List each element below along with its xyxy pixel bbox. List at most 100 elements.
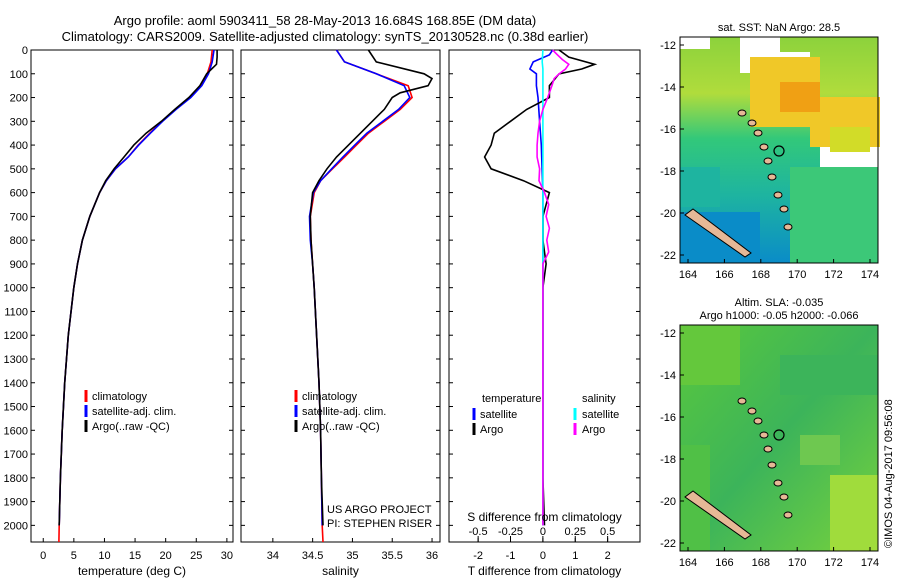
lon-tick-label: 166 xyxy=(715,557,733,569)
credit-text: ©IMOS 04-Aug-2017 09:56:08 xyxy=(883,399,895,548)
x-tick-label: 10 xyxy=(98,550,110,562)
legend-entry: climatology xyxy=(302,391,358,403)
map-title: Argo h1000: -0.05 h2000: -0.066 xyxy=(699,310,858,322)
legend-entry: satellite-adj. clim. xyxy=(302,406,386,418)
lon-tick-label: 166 xyxy=(715,269,733,281)
series-line xyxy=(528,49,554,526)
legend-entry: satellite-adj. clim. xyxy=(92,406,176,418)
map-patch xyxy=(780,355,878,395)
lon-tick-label: 172 xyxy=(824,557,842,569)
lon-tick-label: 174 xyxy=(861,557,879,569)
lon-tick-label: 164 xyxy=(679,269,697,281)
lat-tick-label: -18 xyxy=(660,454,676,466)
x-axis-label: salinity xyxy=(322,564,359,578)
y-tick-label: 0 xyxy=(22,45,28,57)
series-line xyxy=(309,49,434,526)
island-shape xyxy=(753,129,763,137)
island-shape xyxy=(737,397,747,405)
y-tick-label: 1900 xyxy=(4,497,28,509)
legend-header: salinity xyxy=(582,393,616,405)
figure-title-line1: Argo profile: aoml 5903411_58 28-May-201… xyxy=(113,13,537,28)
x-tick-label: -1 xyxy=(506,550,516,562)
map-patch xyxy=(830,475,878,551)
lon-tick-label: 170 xyxy=(788,269,806,281)
s-tick-label: 0.5 xyxy=(600,526,615,538)
x-axis-label: T difference from climatology xyxy=(468,564,622,578)
y-tick-label: 1100 xyxy=(4,306,28,318)
lat-tick-label: -22 xyxy=(660,538,676,550)
lon-tick-label: 168 xyxy=(752,557,770,569)
sst-map: sat. SST: NaN Argo: 28.5 -12 -14 -16 -18 -20 -… xyxy=(660,22,880,281)
s-tick-label: -0.5 xyxy=(469,526,488,538)
island-shape xyxy=(779,205,789,213)
island-shape xyxy=(773,479,783,487)
island-shape xyxy=(767,461,777,469)
y-tick-label: 100 xyxy=(10,69,28,81)
legend-entry: Argo xyxy=(480,424,503,436)
island-shape xyxy=(773,191,783,199)
x-tick-label: 34.5 xyxy=(302,550,323,562)
island-shape xyxy=(737,109,747,117)
y-tick-label: 800 xyxy=(10,235,28,247)
legend-entry: Argo(..raw -QC) xyxy=(92,421,170,433)
y-tick-label: 1400 xyxy=(4,378,28,390)
map-title: Altim. SLA: -0.035 xyxy=(735,297,824,309)
series-line xyxy=(308,49,411,526)
island-shape xyxy=(767,173,777,181)
island-shape xyxy=(759,431,769,439)
legend-entry: Argo(..raw -QC) xyxy=(302,421,380,433)
y-tick-label: 900 xyxy=(10,259,28,271)
lat-tick-label: -22 xyxy=(660,250,676,262)
lat-tick-label: -16 xyxy=(660,124,676,136)
profile-panel-1: 0100200300400500600700800900100011001200… xyxy=(4,45,234,578)
y-tick-label: 700 xyxy=(10,211,28,223)
map-patch xyxy=(680,325,740,385)
map-frame xyxy=(679,324,879,552)
x-tick-label: 0 xyxy=(540,550,546,562)
lat-tick-label: -14 xyxy=(660,370,676,382)
map-patch xyxy=(680,37,710,49)
map-frame xyxy=(679,36,879,264)
island-shape xyxy=(684,208,752,258)
lat-tick-label: -16 xyxy=(660,412,676,424)
s-tick-label: -0.25 xyxy=(498,526,523,538)
x-tick-label: 2 xyxy=(605,550,611,562)
y-tick-label: 400 xyxy=(10,140,28,152)
series-line xyxy=(483,49,598,526)
y-tick-label: 1000 xyxy=(4,283,28,295)
lon-tick-label: 164 xyxy=(679,557,697,569)
y-tick-label: 1800 xyxy=(4,473,28,485)
s-tick-label: 0 xyxy=(540,526,546,538)
lat-tick-label: -20 xyxy=(660,496,676,508)
float-position-marker xyxy=(773,145,785,157)
island-shape xyxy=(783,511,793,519)
x-tick-label: 35 xyxy=(346,550,358,562)
s-axis-label: S difference from climatology xyxy=(467,510,622,524)
island-shape xyxy=(763,445,773,453)
float-position-marker xyxy=(773,429,785,441)
legend-entry: satellite xyxy=(582,409,619,421)
plot-frame xyxy=(30,49,234,543)
island-shape xyxy=(747,119,757,127)
legend-entry: Argo xyxy=(582,424,605,436)
plot-frame xyxy=(240,49,441,543)
island-shape xyxy=(684,490,752,540)
lat-tick-label: -12 xyxy=(660,328,676,340)
x-tick-label: 5 xyxy=(71,550,77,562)
x-tick-label: -2 xyxy=(473,550,483,562)
map-title: sat. SST: NaN Argo: 28.5 xyxy=(718,22,840,34)
series-line xyxy=(58,50,218,526)
map-patch xyxy=(780,82,820,112)
profile-panel-2: 34 34.5 35 35.5 36 salinity climatology satelli… xyxy=(240,49,441,578)
y-tick-label: 1700 xyxy=(4,449,28,461)
lat-tick-label: -18 xyxy=(660,166,676,178)
y-tick-label: 300 xyxy=(10,116,28,128)
legend-entry: satellite xyxy=(480,409,517,421)
x-tick-label: 1 xyxy=(572,550,578,562)
x-tick-label: 36 xyxy=(426,550,438,562)
series-line xyxy=(58,49,213,543)
legend-header: temperature xyxy=(482,393,541,405)
lon-tick-label: 174 xyxy=(861,269,879,281)
y-tick-label: 1300 xyxy=(4,354,28,366)
